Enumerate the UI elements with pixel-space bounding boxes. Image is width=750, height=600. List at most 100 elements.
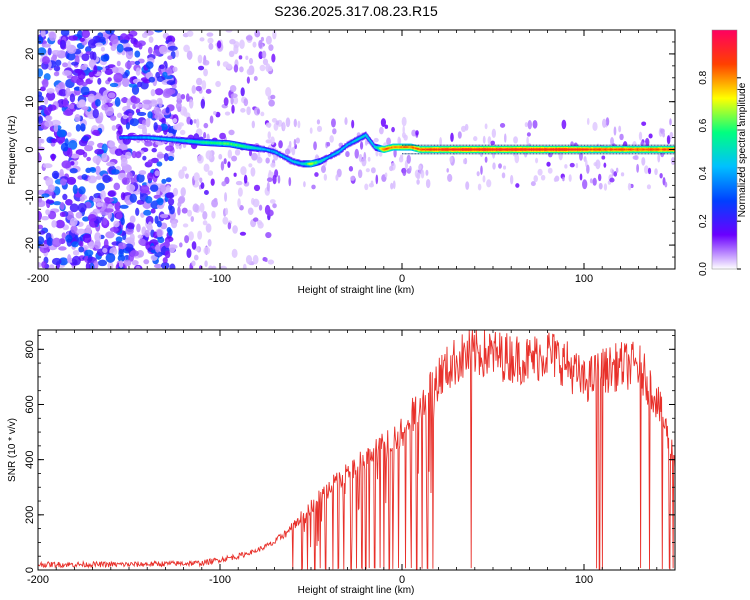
ridge-segment (159, 137, 162, 140)
noise-blob (358, 154, 363, 162)
ridge-segment (170, 138, 173, 141)
ridge-segment (422, 148, 425, 151)
noise-blob (40, 30, 46, 38)
noise-blob (144, 229, 151, 238)
noise-blob (65, 40, 71, 51)
noise-blob (351, 119, 355, 129)
ridge-segment (251, 146, 254, 149)
spectrogram-ridge (119, 131, 675, 168)
noise-blob (122, 114, 128, 120)
ridge-segment (262, 148, 264, 151)
noise-blob (84, 249, 94, 257)
noise-blob (275, 120, 280, 126)
noise-blob (51, 119, 61, 127)
ridge-segment (268, 149, 271, 152)
noise-blob (647, 167, 652, 175)
noise-blob (365, 168, 370, 173)
noise-blob (56, 129, 67, 138)
ridge-segment (477, 148, 480, 151)
noise-blob (199, 177, 203, 183)
noise-blob (88, 71, 95, 78)
noise-blob (142, 103, 150, 109)
noise-blob (482, 175, 486, 183)
noise-blob (119, 39, 129, 44)
ridge-segment (211, 141, 213, 144)
noise-blob (195, 246, 200, 252)
noise-blob (609, 177, 615, 183)
noise-blob (595, 159, 601, 170)
ridge-segment (288, 158, 291, 161)
noise-blob (70, 225, 78, 234)
ridge-segment (628, 148, 630, 151)
noise-blob (62, 62, 68, 68)
ridge-segment (526, 148, 529, 151)
noise-blob (80, 64, 88, 71)
noise-blob (269, 199, 276, 204)
ridge-segment (409, 146, 412, 149)
noise-blob (105, 30, 115, 35)
noise-blob (66, 176, 77, 185)
noise-blob (47, 47, 52, 56)
ridge-segment (361, 135, 364, 138)
noise-blob (449, 156, 453, 163)
ridge-segment (356, 138, 358, 141)
noise-blob (227, 149, 233, 159)
noise-blob (265, 63, 271, 73)
noise-blob (120, 192, 126, 201)
noise-blob (113, 182, 121, 191)
noise-blob (259, 64, 266, 72)
ridge-segment (273, 150, 275, 153)
ridge-segment (359, 137, 362, 139)
ridge-segment (420, 148, 423, 151)
ridge-segment (384, 148, 387, 151)
noise-blob (157, 197, 164, 206)
ridge-segment (129, 136, 131, 139)
noise-blob (124, 243, 134, 252)
noise-blob (81, 53, 90, 62)
ridge-segment (494, 148, 497, 151)
noise-blob (610, 137, 615, 146)
noise-blob (332, 128, 337, 135)
ridge-segment (538, 148, 541, 151)
noise-blob (148, 76, 156, 83)
spectrogram-x-ticks: -200 -100 0 100 (27, 30, 676, 285)
ridge-segment (572, 148, 575, 151)
ridge-segment (144, 136, 147, 139)
noise-blob (157, 237, 165, 244)
ridge-segment (279, 154, 282, 156)
ridge-segment (381, 148, 383, 150)
noise-blob (66, 147, 73, 158)
ridge-segment (146, 136, 149, 139)
ridge-segment (503, 148, 506, 151)
noise-blob (278, 140, 283, 149)
noise-blob (70, 61, 79, 66)
ridge-segment (206, 141, 209, 144)
noise-blob (293, 118, 297, 128)
ridge-segment (383, 148, 386, 151)
ridge-segment (136, 136, 139, 139)
noise-blob (638, 131, 643, 141)
noise-blob (265, 35, 272, 45)
snr-x-axis-label: Height of straight line (km) (298, 585, 415, 596)
noise-blob (199, 202, 205, 213)
ridge-segment (486, 148, 488, 151)
noise-blob (77, 30, 83, 40)
ridge-segment (327, 156, 330, 158)
noise-blob (264, 257, 268, 263)
ridge-segment (647, 148, 650, 151)
noise-blob (206, 32, 214, 37)
noise-blob (125, 200, 132, 206)
ridge-segment (616, 148, 618, 151)
noise-blob (171, 84, 177, 89)
noise-blob (524, 122, 529, 128)
ridge-segment (632, 148, 635, 151)
ridge-segment (559, 148, 561, 151)
noise-blob (172, 66, 178, 73)
ridge-segment (125, 136, 128, 139)
noise-blob (277, 174, 281, 184)
noise-blob (367, 156, 371, 162)
colorbar-gradient (712, 30, 737, 269)
ridge-segment (334, 152, 337, 155)
ridge-segment (521, 148, 523, 151)
noise-blob (79, 37, 85, 42)
